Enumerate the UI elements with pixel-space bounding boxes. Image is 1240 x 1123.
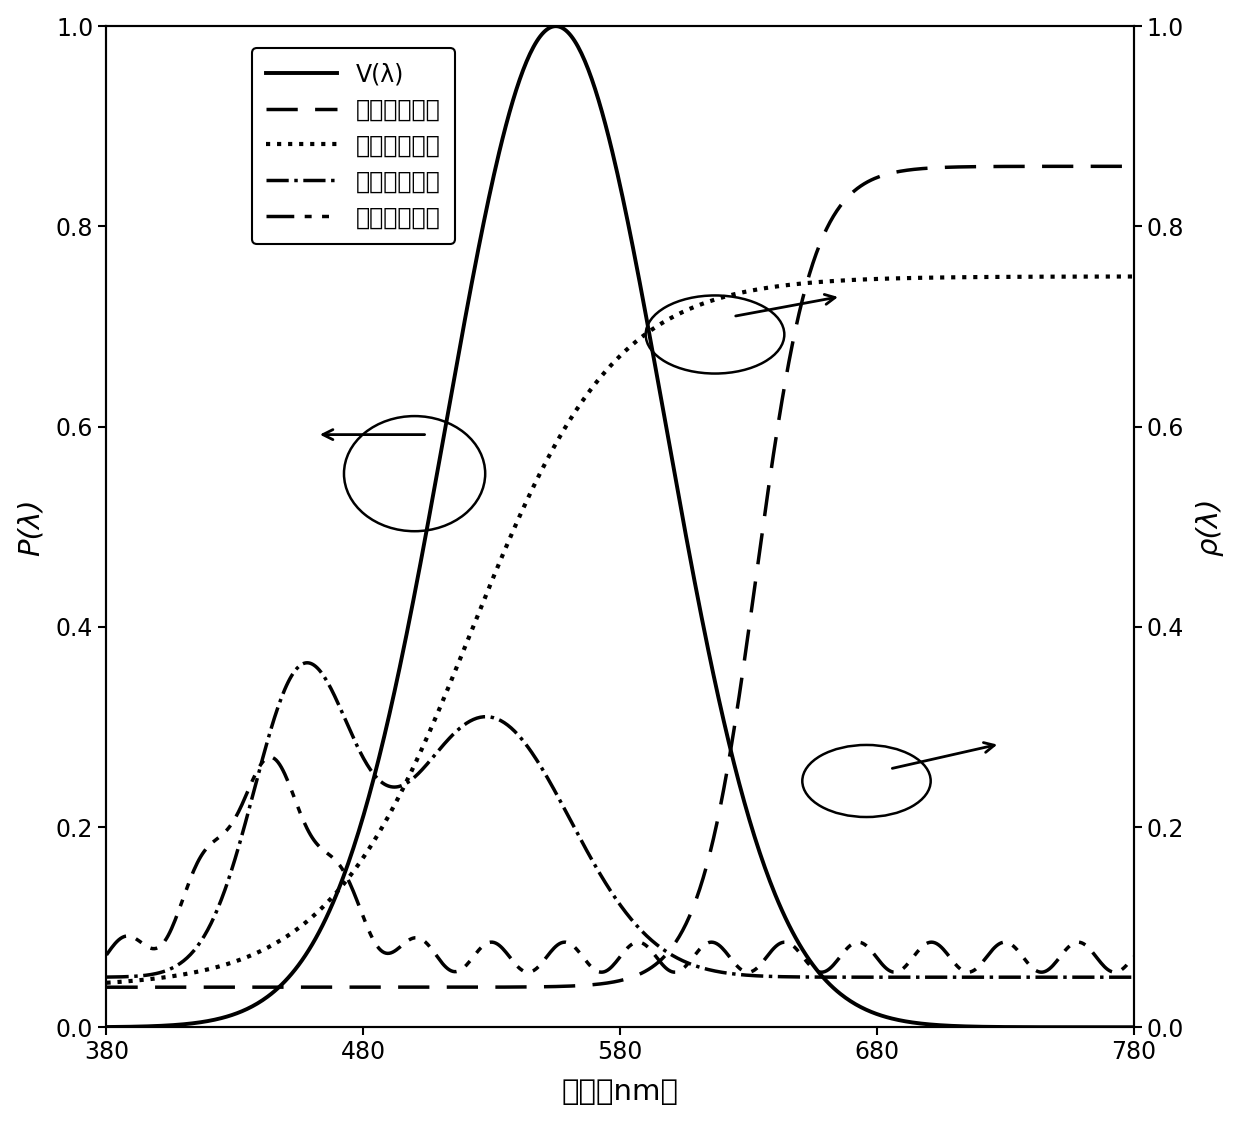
蓝色样反射率 bbox=[99, 948, 114, 961]
绿色样反射率 bbox=[874, 970, 889, 984]
Line: V(λ): V(λ) bbox=[107, 26, 1133, 1028]
V(λ) bbox=[280, 971, 295, 985]
红色样反射率 bbox=[564, 979, 579, 993]
绿色样反射率 bbox=[565, 818, 580, 831]
V(λ) bbox=[548, 19, 563, 33]
黄色样反射率 bbox=[872, 272, 887, 285]
绿色样反射率 bbox=[365, 766, 379, 779]
Y-axis label: P(λ): P(λ) bbox=[16, 497, 45, 556]
绿色样反射率 bbox=[786, 970, 801, 984]
红色样反射率 bbox=[785, 338, 800, 351]
黄色样反射率 bbox=[280, 929, 295, 942]
V(λ) bbox=[565, 31, 580, 45]
Legend: V(λ), 红色样反射率, 黄色样反射率, 绿色样反射率, 蓝色样反射率: V(λ), 红色样反射率, 黄色样反射率, 绿色样反射率, 蓝色样反射率 bbox=[252, 48, 455, 244]
Line: 绿色样反射率: 绿色样反射率 bbox=[107, 663, 1133, 977]
蓝色样反射率 bbox=[1126, 950, 1141, 964]
蓝色样反射率 bbox=[264, 750, 279, 764]
Line: 红色样反射率: 红色样反射率 bbox=[107, 166, 1133, 987]
绿色样反射率 bbox=[706, 964, 720, 977]
V(λ) bbox=[874, 1008, 889, 1022]
红色样反射率 bbox=[363, 980, 378, 994]
黄色样反射率 bbox=[363, 840, 378, 853]
V(λ) bbox=[1126, 1021, 1141, 1034]
V(λ) bbox=[99, 1021, 114, 1034]
V(λ) bbox=[706, 668, 720, 682]
黄色样反射率 bbox=[785, 277, 800, 291]
绿色样反射率 bbox=[280, 675, 295, 688]
Line: 蓝色样反射率: 蓝色样反射率 bbox=[107, 757, 1133, 973]
红色样反射率 bbox=[704, 839, 719, 852]
黄色样反射率 bbox=[99, 976, 114, 989]
蓝色样反射率 bbox=[365, 931, 379, 944]
黄色样反射率 bbox=[704, 294, 719, 308]
蓝色样反射率 bbox=[813, 966, 828, 979]
V(λ) bbox=[786, 928, 801, 941]
绿色样反射率 bbox=[300, 656, 315, 669]
V(λ) bbox=[363, 784, 378, 797]
红色样反射率 bbox=[280, 980, 295, 994]
红色样反射率 bbox=[99, 980, 114, 994]
蓝色样反射率 bbox=[283, 779, 298, 793]
蓝色样反射率 bbox=[875, 959, 890, 973]
黄色样反射率 bbox=[564, 411, 579, 424]
红色样反射率 bbox=[872, 170, 887, 183]
绿色样反射率 bbox=[99, 970, 114, 984]
X-axis label: 波长（nm）: 波长（nm） bbox=[562, 1078, 678, 1106]
Line: 黄色样反射率: 黄色样反射率 bbox=[107, 276, 1133, 983]
黄色样反射率 bbox=[1126, 270, 1141, 283]
Y-axis label: ρ(λ): ρ(λ) bbox=[1195, 497, 1224, 556]
红色样反射率 bbox=[1126, 159, 1141, 173]
蓝色样反射率 bbox=[706, 935, 720, 949]
蓝色样反射率 bbox=[565, 939, 580, 952]
蓝色样反射率 bbox=[786, 940, 801, 953]
绿色样反射率 bbox=[1126, 970, 1141, 984]
